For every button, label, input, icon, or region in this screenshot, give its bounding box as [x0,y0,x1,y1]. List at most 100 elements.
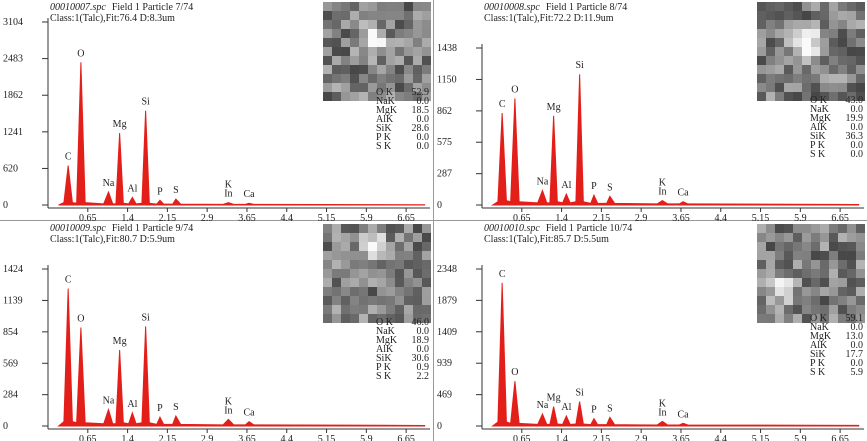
element-name: P K [376,132,392,143]
micrograph-pixel [838,47,847,56]
element-wt: 28.6 [412,123,430,134]
micrograph-pixel [368,224,377,233]
peak-label: Si [575,388,584,399]
element-name: O K [376,317,394,328]
micrograph-pixel [802,83,811,92]
y-tick-label: 1241 [3,127,23,138]
micrograph-pixel [811,278,820,287]
micrograph-pixel [323,278,332,287]
element-wt: 59.1 [846,313,864,324]
x-tick-label: 2.15 [593,213,611,224]
micrograph-pixel [847,224,856,233]
micrograph-pixel [775,29,784,38]
micrograph-pixel [377,314,386,323]
element-name: AlK [376,344,394,355]
micrograph-pixel [775,251,784,260]
micrograph-pixel [341,287,350,296]
peak-label: Mg [547,393,561,404]
x-tick-label: 1.4 [555,213,568,224]
element-wt: 43.0 [846,95,864,106]
micrograph-pixel [341,278,350,287]
micrograph-pixel [847,38,856,47]
class-note: Class:1(Talc),Fit:76.4 D:8.3um [50,13,175,24]
micrograph-pixel [847,29,856,38]
element-wt: 18.5 [412,105,430,116]
micrograph-pixel [323,20,332,29]
micrograph-pixel [404,29,413,38]
file-name: 00010009.spc [50,223,106,234]
class-note: Class:1(Talc),Fit:85.7 D:5.5um [484,234,609,245]
micrograph-pixel [757,251,766,260]
micrograph-pixel [386,11,395,20]
micrograph-pixel [422,20,431,29]
micrograph-pixel [775,47,784,56]
micrograph-pixel [368,38,377,47]
micrograph-pixel [802,29,811,38]
micrograph-pixel [838,296,847,305]
element-wt: 0.0 [417,96,430,107]
micrograph-pixel [386,2,395,11]
micrograph-pixel [820,56,829,65]
micrograph-pixel [793,47,802,56]
x-tick-label: 5.15 [318,434,336,441]
element-name: AlK [810,122,828,133]
micrograph-pixel [856,11,865,20]
micrograph-pixel [829,38,838,47]
micrograph-pixel [350,20,359,29]
file-name: 00010008.spc [484,2,540,13]
micrograph-pixel [802,11,811,20]
micrograph-pixel [395,305,404,314]
micrograph-pixel [793,242,802,251]
y-tick-label: 3104 [3,17,23,28]
spectrum-panel: 00010008.spc Field 1 Particle 8/74Class:1… [437,2,865,224]
micrograph-pixel [332,65,341,74]
element-wt: 0.0 [417,326,430,337]
micrograph-pixel [802,251,811,260]
micrograph-pixel [341,47,350,56]
micrograph-pixel [350,287,359,296]
micrograph-pixel [386,287,395,296]
micrograph-pixel [386,278,395,287]
micrograph-pixel [422,278,431,287]
micrograph-pixel [395,251,404,260]
micrograph-pixel [811,29,820,38]
micrograph-pixel [413,83,422,92]
element-name: O K [376,87,394,98]
element-wt: 0.0 [851,358,864,369]
spectrum-panel: 00010010.spc Field 1 Particle 10/74Class:… [437,223,865,441]
micrograph-pixel [802,74,811,83]
element-wt: 2.2 [417,371,430,382]
micrograph-pixel [811,251,820,260]
peak-label: In [658,187,666,198]
micrograph-pixel [422,296,431,305]
micrograph-pixel [323,47,332,56]
micrograph-pixel [820,305,829,314]
micrograph-pixel [811,242,820,251]
micrograph-pixel [766,314,775,323]
micrograph-pixel [341,224,350,233]
micrograph-pixel [838,56,847,65]
micrograph-pixel [368,287,377,296]
micrograph-pixel [802,269,811,278]
micrograph-pixel [775,224,784,233]
micrograph-pixel [404,47,413,56]
element-wt: 0.0 [417,132,430,143]
x-tick-label: 5.9 [794,213,807,224]
micrograph-pixel [341,92,350,101]
micrograph-pixel [811,314,820,323]
micrograph-pixel [847,20,856,29]
x-tick-label: 3.65 [238,213,256,224]
micrograph-pixel [323,224,332,233]
micrograph-pixel [341,74,350,83]
micrograph-pixel [793,65,802,74]
element-name: S K [376,371,392,382]
micrograph-pixel [838,314,847,323]
micrograph-pixel [413,65,422,74]
peak-label: Na [537,400,549,411]
micrograph-pixel [802,314,811,323]
micrograph-pixel [793,314,802,323]
element-name: SiK [376,353,392,364]
micrograph-pixel [377,83,386,92]
micrograph-pixel [829,224,838,233]
micrograph-pixel [829,74,838,83]
